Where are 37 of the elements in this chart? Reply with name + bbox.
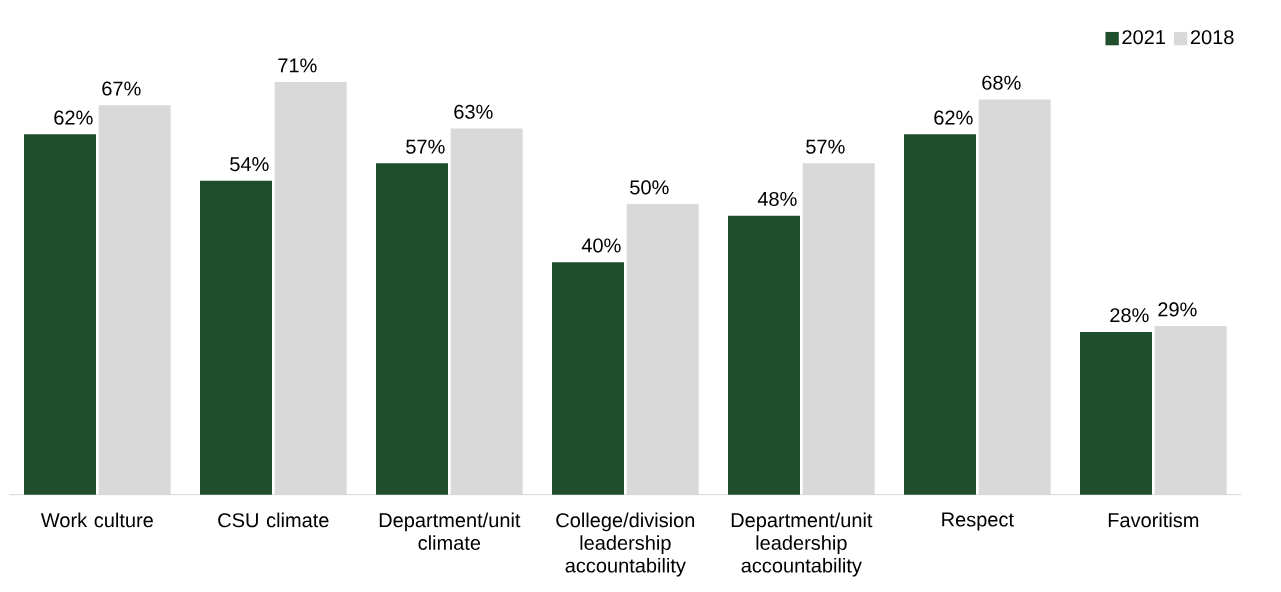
x-tick-label: Work culture bbox=[40, 512, 153, 528]
x-tick-label: College/division leadership accountability bbox=[556, 512, 695, 577]
data-label: 63% bbox=[454, 104, 493, 119]
bar bbox=[1080, 331, 1153, 495]
bar bbox=[274, 81, 347, 495]
bar bbox=[802, 163, 875, 495]
bar bbox=[200, 180, 273, 495]
bar bbox=[98, 105, 171, 495]
data-label: 28% bbox=[1110, 308, 1149, 323]
x-tick-label: Department/unit climate bbox=[379, 512, 521, 550]
bar bbox=[626, 204, 699, 495]
bar bbox=[728, 215, 801, 495]
legend-label: 2021 bbox=[1122, 30, 1165, 45]
x-tick-label: CSU climate bbox=[218, 512, 329, 528]
legend-label: 2018 bbox=[1190, 30, 1234, 45]
data-label: 62% bbox=[54, 110, 93, 125]
x-tick-label: Department/unit leadership accountability bbox=[731, 512, 873, 577]
data-label: 62% bbox=[934, 110, 973, 125]
bar bbox=[376, 163, 449, 495]
data-label: 57% bbox=[806, 139, 845, 154]
bar bbox=[552, 262, 625, 495]
bar bbox=[978, 99, 1051, 495]
x-tick-label: Respect bbox=[942, 512, 1014, 531]
x-tick-label: Favoritism bbox=[1108, 512, 1199, 528]
bar bbox=[1154, 326, 1227, 495]
data-label: 40% bbox=[581, 238, 621, 253]
data-label: 57% bbox=[406, 139, 445, 154]
data-label: 50% bbox=[630, 180, 669, 195]
data-label: 54% bbox=[230, 157, 269, 172]
data-label: 48% bbox=[757, 191, 797, 207]
data-label: 68% bbox=[982, 75, 1021, 90]
data-label: 29% bbox=[1158, 302, 1197, 317]
bar bbox=[904, 134, 977, 495]
data-label: 67% bbox=[102, 81, 141, 96]
bar bbox=[24, 134, 97, 495]
data-label: 71% bbox=[278, 58, 317, 73]
bar bbox=[450, 128, 523, 495]
